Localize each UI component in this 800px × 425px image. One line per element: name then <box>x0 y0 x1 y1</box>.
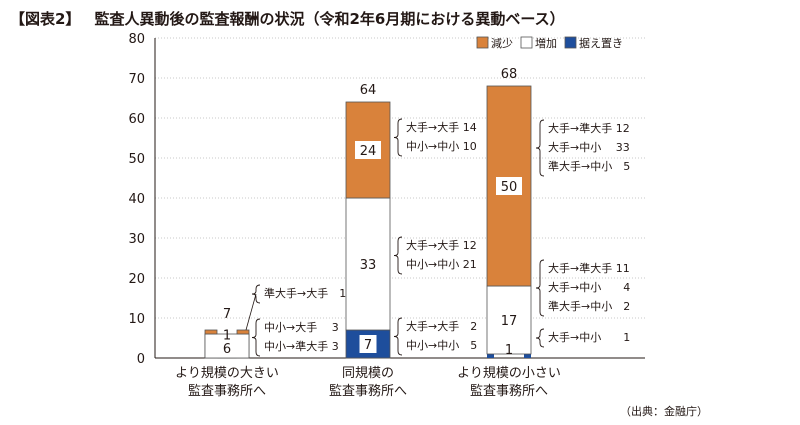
annotation-brace <box>535 259 545 317</box>
y-tick-label: 20 <box>128 272 145 287</box>
legend-label: 増加 <box>535 37 557 50</box>
annotation-brace <box>393 236 403 275</box>
legend-label: 減少 <box>491 36 513 50</box>
data-label: 1 <box>223 329 231 344</box>
annotation-text: 準大手→中小 2 <box>548 299 630 313</box>
total-label: 68 <box>501 67 518 82</box>
annotation-text: 大手→中小 33 <box>548 140 630 154</box>
annotation-text: 準大手→中小 5 <box>548 159 630 173</box>
annotation-brace <box>535 328 545 348</box>
y-tick-label: 70 <box>128 72 145 87</box>
x-tick-label: 監査事務所へ <box>329 383 407 399</box>
figure-number: 【図表2】 <box>10 10 81 28</box>
bar-segment-increase <box>345 197 391 331</box>
y-tick-label: 80 <box>128 32 145 47</box>
annotation-text: 中小→中小 5 <box>406 339 477 352</box>
chart-title: 【図表2】 監査人異動後の監査報酬の状況（令和2年6月期における異動ベース） <box>10 8 565 29</box>
total-label: 7 <box>223 307 231 322</box>
annotation-brace <box>251 284 261 304</box>
x-tick-label: 同規模の <box>342 366 394 381</box>
annotation-text: 大手→大手 2 <box>406 319 477 333</box>
legend-label: 据え置き <box>579 36 623 50</box>
annotation-text: 中小→大手 3 <box>264 320 339 334</box>
value-label-box <box>355 141 381 159</box>
annotation-text: 大手→準大手 12 <box>548 121 630 135</box>
data-label: 50 <box>501 180 518 195</box>
bar-segment-unchanged <box>524 352 531 358</box>
annotation-leader <box>245 293 257 331</box>
annotation-text: 大手→大手 12 <box>406 238 477 252</box>
bar-segment-increase <box>204 333 250 359</box>
x-tick-label: より規模の大きい <box>175 366 279 381</box>
data-label: 24 <box>360 144 377 159</box>
legend-swatch-decrease <box>476 36 489 49</box>
annotation-text: 準大手→大手 1 <box>264 286 346 300</box>
data-label: 17 <box>501 314 518 329</box>
annotation-brace <box>535 119 545 177</box>
legend-swatch-unchanged <box>564 36 577 49</box>
source-note: （出典：金融庁） <box>620 405 708 418</box>
annotation-text: 大手→大手 14 <box>406 120 477 134</box>
annotation-brace <box>393 317 403 356</box>
total-label: 64 <box>360 83 377 98</box>
annotation-text: 大手→準大手 11 <box>548 261 630 275</box>
y-tick-label: 40 <box>128 192 145 207</box>
y-tick-label: 50 <box>128 152 145 167</box>
data-label: 6 <box>223 342 231 357</box>
x-tick-label: 監査事務所へ <box>188 383 266 399</box>
value-label-box <box>359 335 377 353</box>
annotation-brace <box>393 118 403 157</box>
data-label: 1 <box>505 343 513 358</box>
annotation-text: 中小→中小 10 <box>406 140 477 153</box>
bar-segment-decrease <box>204 329 218 335</box>
data-label: 33 <box>360 258 377 273</box>
x-tick-label: より規模の小さい <box>457 366 561 381</box>
data-label: 7 <box>364 338 372 353</box>
annotation-brace <box>251 318 261 357</box>
title-text: 監査人異動後の監査報酬の状況（令和2年6月期における異動ベース） <box>94 10 565 28</box>
y-tick-label: 30 <box>128 232 145 247</box>
annotation-text: 中小→準大手 3 <box>264 339 339 353</box>
y-tick-label: 10 <box>128 312 145 327</box>
y-tick-label: 0 <box>137 352 145 367</box>
annotation-text: 中小→中小 21 <box>406 258 477 271</box>
y-tick-label: 60 <box>128 112 145 127</box>
bar-segment-decrease <box>236 329 250 335</box>
legend-swatch-increase <box>520 36 533 49</box>
annotation-text: 大手→中小 1 <box>548 330 630 344</box>
annotation-text: 大手→中小 4 <box>548 280 630 294</box>
value-label-box <box>496 177 522 195</box>
bar-segment-unchanged <box>487 352 494 358</box>
bar-segment-increase <box>486 285 532 355</box>
x-tick-label: 監査事務所へ <box>470 383 548 399</box>
